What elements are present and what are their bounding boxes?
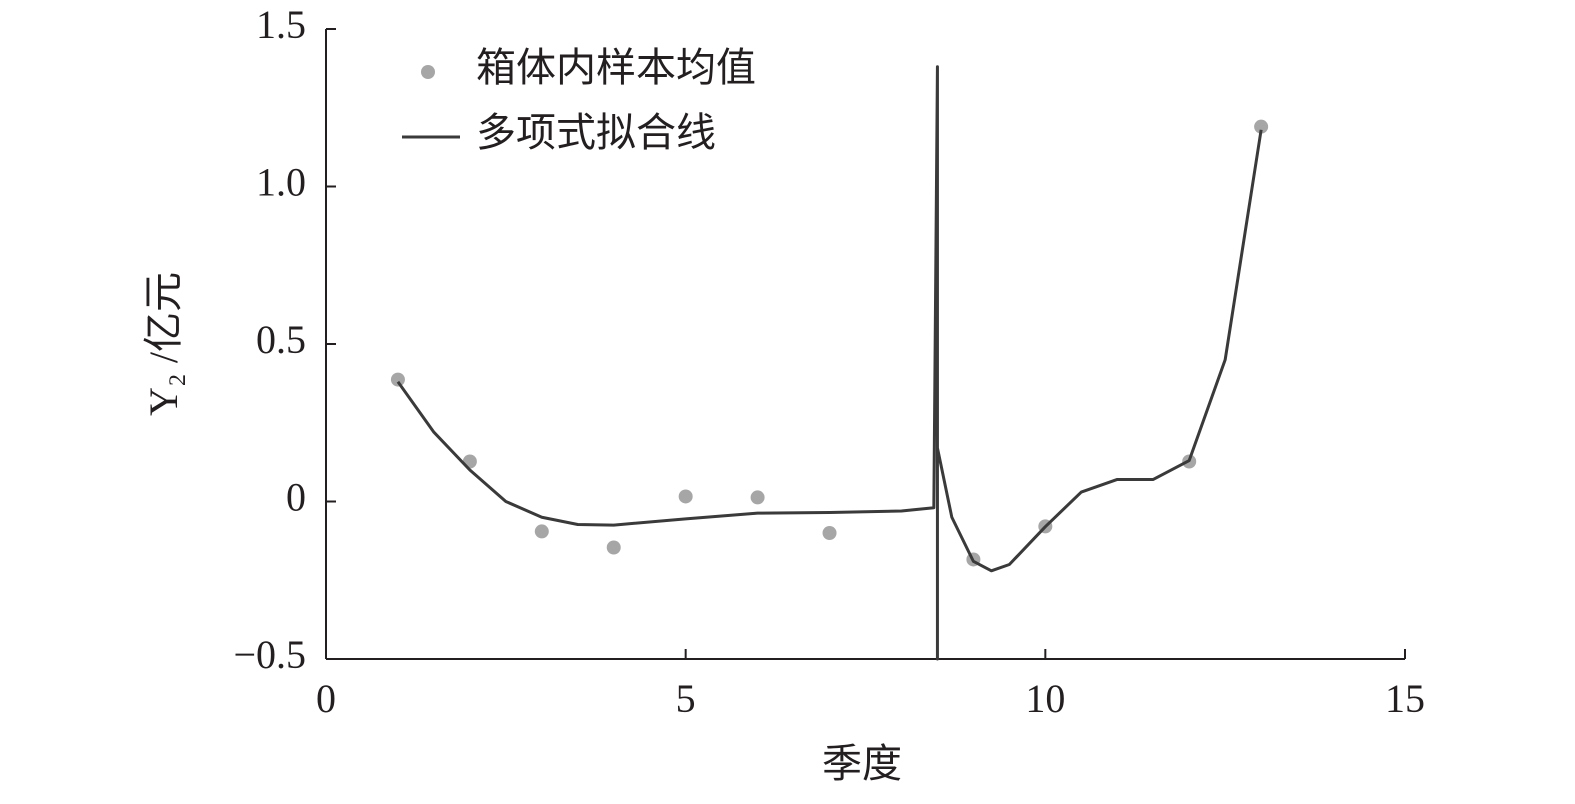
data-point [390, 372, 405, 387]
x-axis-label: 季度 [822, 741, 902, 786]
y-tick-label: −0.5 [233, 632, 306, 677]
y-tick-label: 0 [286, 475, 306, 520]
legend-label: 箱体内样本均值 [476, 45, 756, 90]
fit-line [396, 65, 1263, 661]
y-axis-label: Y₂ /亿元 [141, 272, 186, 416]
y-tick-label: 1.0 [256, 160, 306, 205]
data-point [1254, 119, 1269, 134]
legend-label: 多项式拟合线 [476, 110, 716, 155]
data-point [606, 540, 621, 555]
y-tick-label: 0.5 [256, 317, 306, 362]
x-tick-label: 15 [1385, 676, 1425, 721]
x-tick-label: 5 [676, 676, 696, 721]
data-point [822, 526, 837, 540]
y-tick-label: 1.5 [256, 2, 306, 47]
legend-marker [421, 65, 435, 79]
data-point [534, 524, 549, 539]
x-tick-label: 10 [1025, 676, 1065, 721]
data-point [750, 490, 765, 505]
x-tick-label: 0 [316, 676, 336, 721]
data-point [678, 489, 693, 504]
